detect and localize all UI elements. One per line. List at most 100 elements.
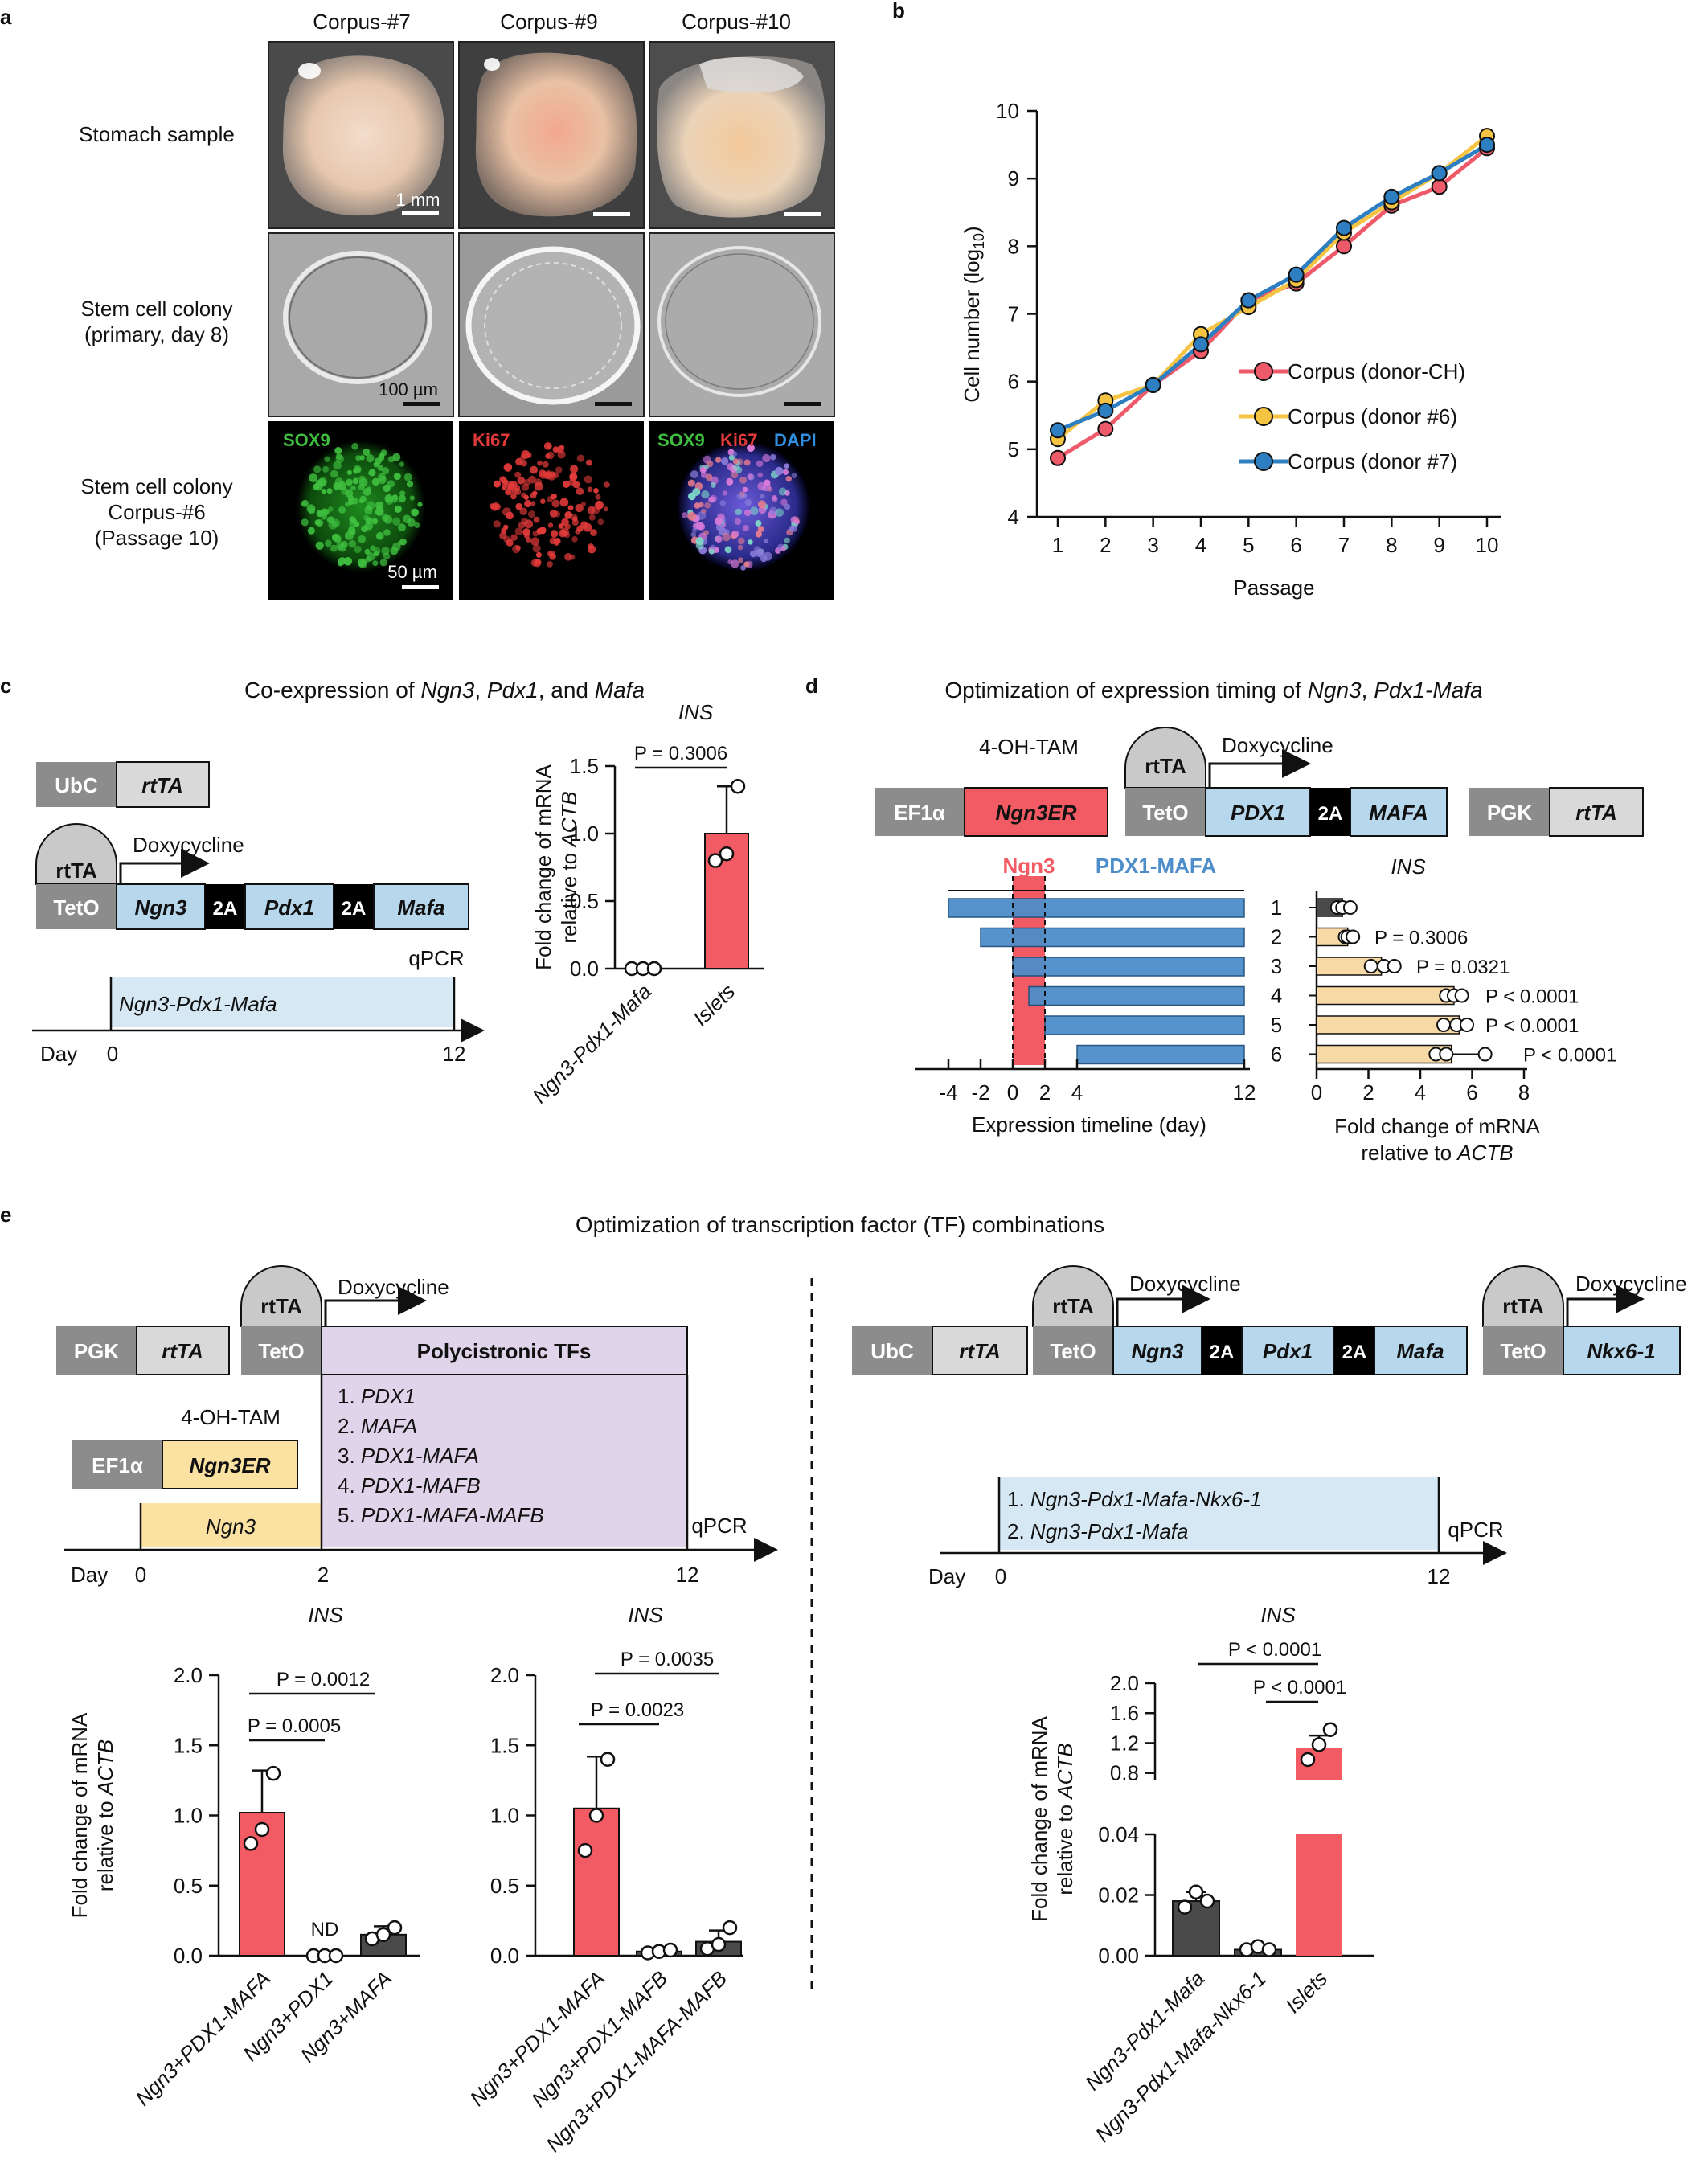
y-tick-label: 1.5 bbox=[570, 754, 599, 778]
e-tf-item-3: 3. PDX1-MAFA bbox=[338, 1444, 479, 1468]
sox9-image: SOX9 50 µm bbox=[268, 421, 453, 600]
nucleus-dot bbox=[375, 507, 384, 516]
d-mafa-label: MAFA bbox=[1369, 801, 1428, 825]
nucleus-dot bbox=[366, 454, 375, 463]
c-ins-bar-chart: 0.0 0.5 1.0 1.5 INS Ngn3-Pdx1-Mafa Islets Fold … bbox=[527, 700, 764, 1108]
e-ngn3er-box bbox=[162, 1440, 298, 1489]
nucleus-dot bbox=[514, 527, 523, 535]
merge-image: SOX9 Ki67 DAPI bbox=[649, 421, 834, 600]
nucleus-dot bbox=[738, 537, 745, 545]
b-y-tick-label: 9 bbox=[1008, 166, 1019, 191]
nucleus-dot bbox=[747, 473, 754, 480]
nucleus-dot bbox=[506, 539, 514, 547]
nucleus-dot bbox=[780, 546, 786, 551]
nucleus-dot bbox=[739, 476, 748, 484]
e3-point-1 bbox=[1199, 1893, 1215, 1909]
nucleus-dot bbox=[379, 559, 387, 567]
d-row-label-3: 3 bbox=[1271, 954, 1282, 978]
point-1 bbox=[265, 1765, 281, 1781]
e-left-day-12: 12 bbox=[676, 1563, 699, 1587]
nucleus-dot bbox=[588, 514, 596, 521]
e1-pvalue-1: P = 0.0005 bbox=[248, 1715, 341, 1737]
e-right-qpcr-label: qPCR bbox=[1448, 1518, 1503, 1542]
nucleus-dot bbox=[782, 469, 789, 476]
nucleus-dot bbox=[515, 457, 523, 466]
e-teto-label-2: TetO bbox=[1500, 1339, 1546, 1363]
d-rtta-bound-shape bbox=[1124, 727, 1206, 789]
nucleus-dot bbox=[530, 537, 539, 546]
nucleus-dot bbox=[352, 477, 359, 485]
nucleus-dot bbox=[537, 460, 543, 466]
nucleus-dot bbox=[732, 458, 739, 465]
row-label-ihc-3: (Passage 10) bbox=[95, 526, 219, 550]
e-mafa-label: Mafa bbox=[1396, 1339, 1444, 1363]
c-title: Co-expression of Ngn3, Pdx1, and Mafa bbox=[244, 678, 645, 703]
stomach-image-3 bbox=[649, 41, 835, 229]
d-tam-label: 4-OH-TAM bbox=[979, 735, 1079, 759]
e-ngn3-period bbox=[141, 1503, 322, 1547]
e-rtta-bound-shape-1 bbox=[1032, 1265, 1114, 1327]
e-ins-chart-1: 0.00.51.01.52.0INSNgn3+PDX1-MAFANgn3+PDX… bbox=[68, 1603, 420, 2111]
nucleus-dot bbox=[547, 496, 553, 502]
point-2 bbox=[662, 1942, 678, 1958]
e3-y-tick-label: 0.02 bbox=[1098, 1883, 1139, 1907]
nucleus-dot bbox=[316, 510, 324, 518]
e-ef1a-label: EF1α bbox=[92, 1453, 143, 1477]
nucleus-dot bbox=[784, 503, 791, 510]
e3-point-2 bbox=[1261, 1942, 1277, 1957]
nucleus-dot bbox=[321, 489, 326, 494]
e-tf-item-5: 5. PDX1-MAFA-MAFB bbox=[338, 1503, 544, 1527]
b-y-tick-label: 8 bbox=[1008, 234, 1019, 258]
e-teto-label: TetO bbox=[258, 1339, 304, 1363]
e-right-day-12: 12 bbox=[1428, 1564, 1451, 1588]
e-right-item-1: 1. Ngn3-Pdx1-Mafa-Nkx6-1 bbox=[1007, 1487, 1261, 1511]
e2-pvalue-1: P = 0.0023 bbox=[591, 1699, 684, 1721]
d-ngn3er-label: Ngn3ER bbox=[995, 801, 1076, 825]
b-x-tick-label: 9 bbox=[1433, 533, 1444, 557]
nucleus-dot bbox=[324, 456, 330, 462]
d-ngn3-label: Ngn3 bbox=[1003, 854, 1055, 878]
nucleus-dot bbox=[547, 561, 553, 568]
e-left-day-0: 0 bbox=[135, 1563, 146, 1587]
b-point-s3 bbox=[1145, 376, 1161, 393]
e-pgk-box bbox=[56, 1326, 137, 1375]
nucleus-dot bbox=[373, 547, 381, 555]
row-label-ihc-2: Corpus-#6 bbox=[108, 500, 205, 524]
d-pdx1-box bbox=[1205, 787, 1311, 837]
e-tf-item-2: 2. MAFA bbox=[338, 1414, 417, 1438]
d-timeline-tick-label: 12 bbox=[1233, 1080, 1256, 1104]
nucleus-dot bbox=[345, 502, 350, 507]
b-x-tick-label: 5 bbox=[1243, 533, 1254, 557]
nucleus-dot bbox=[532, 544, 541, 553]
d-pvalue-3: P = 0.0321 bbox=[1416, 957, 1510, 978]
c-pdx1-label: Pdx1 bbox=[264, 895, 314, 920]
point-2 bbox=[730, 778, 746, 794]
y-axis-label-line-1: Fold change of mRNA bbox=[68, 1712, 92, 1918]
stain-label-sox9: SOX9 bbox=[283, 430, 330, 450]
c-ubc-rtta-construct: UbC rtTA bbox=[36, 761, 210, 808]
e-pdx1-box bbox=[1241, 1326, 1335, 1375]
nucleus-dot bbox=[703, 530, 709, 535]
nucleus-dot bbox=[530, 501, 536, 506]
b-x-tick-label: 2 bbox=[1100, 533, 1111, 557]
d-point-6 bbox=[1439, 1047, 1454, 1062]
nucleus-dot bbox=[328, 506, 334, 512]
colony-image-2 bbox=[458, 232, 645, 417]
b-point-s1 bbox=[1097, 420, 1114, 437]
nucleus-dot bbox=[520, 454, 526, 461]
d-timeline-tick-label: -2 bbox=[971, 1080, 989, 1104]
d-timeline-bar-1 bbox=[948, 898, 1245, 918]
nucleus-dot bbox=[301, 518, 309, 527]
nucleus-dot bbox=[493, 480, 501, 488]
e-right-day-label: Day bbox=[928, 1564, 965, 1588]
nucleus-dot bbox=[576, 454, 585, 462]
point-3 bbox=[375, 1927, 391, 1943]
nucleus-dot bbox=[380, 449, 387, 457]
nucleus-dot bbox=[790, 516, 798, 523]
nucleus-dot bbox=[371, 518, 379, 525]
nucleus-dot bbox=[603, 506, 608, 512]
e-doxycycline-label-1: Doxycycline bbox=[1129, 1272, 1241, 1296]
nucleus-dot bbox=[567, 505, 574, 510]
nucleus-dot bbox=[737, 544, 743, 551]
d-row-label-2: 2 bbox=[1271, 925, 1282, 949]
